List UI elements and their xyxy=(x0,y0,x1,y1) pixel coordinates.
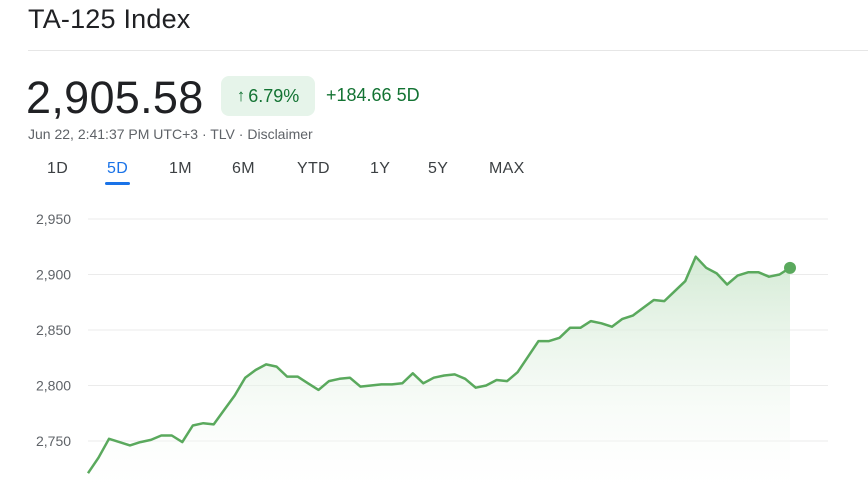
range-tabs: 1D 5D 1M 6M YTD 1Y 5Y MAX xyxy=(0,160,600,190)
y-tick-label: 2,800 xyxy=(36,378,71,394)
tab-1m[interactable]: 1M xyxy=(169,160,192,177)
change-percent-badge: ↑ 6.79% xyxy=(221,76,315,116)
change-period: 5D xyxy=(396,85,420,105)
separator: · xyxy=(238,126,248,142)
y-tick-label: 2,850 xyxy=(36,322,71,338)
current-price: 2,905.58 xyxy=(26,72,204,123)
tab-5y[interactable]: 5Y xyxy=(428,160,449,177)
price-chart[interactable]: 2,950 2,900 2,850 2,800 2,750 xyxy=(0,195,868,488)
header-divider xyxy=(28,50,868,51)
change-percent-value: 6.79% xyxy=(248,85,300,106)
price-meta: Jun 22, 2:41:37 PM UTC+3 · TLV · Disclai… xyxy=(28,126,313,142)
y-tick-label: 2,750 xyxy=(36,433,71,449)
disclaimer-link[interactable]: Disclaimer xyxy=(247,126,313,142)
exchange-label: TLV xyxy=(210,126,235,142)
y-tick-label: 2,950 xyxy=(36,211,71,227)
price-line xyxy=(86,255,791,474)
current-price-dot xyxy=(784,261,796,274)
tab-ytd[interactable]: YTD xyxy=(297,160,330,177)
change-absolute-value: +184.66 xyxy=(326,85,392,105)
change-absolute: +184.66 5D xyxy=(326,85,420,106)
price-area xyxy=(88,256,790,488)
timestamp: Jun 22, 2:41:37 PM UTC+3 xyxy=(28,126,199,142)
tab-max[interactable]: MAX xyxy=(489,160,525,177)
tab-1d[interactable]: 1D xyxy=(47,160,69,177)
tab-6m[interactable]: 6M xyxy=(232,160,255,177)
arrow-up-icon: ↑ xyxy=(236,86,246,105)
tab-1y[interactable]: 1Y xyxy=(370,160,391,177)
y-tick-label: 2,900 xyxy=(36,267,71,283)
page-title: TA-125 Index xyxy=(28,4,191,34)
y-tick-labels: 2,950 2,900 2,850 2,800 2,750 xyxy=(36,211,71,449)
tab-5d[interactable]: 5D xyxy=(104,160,131,185)
separator: · xyxy=(201,126,211,142)
